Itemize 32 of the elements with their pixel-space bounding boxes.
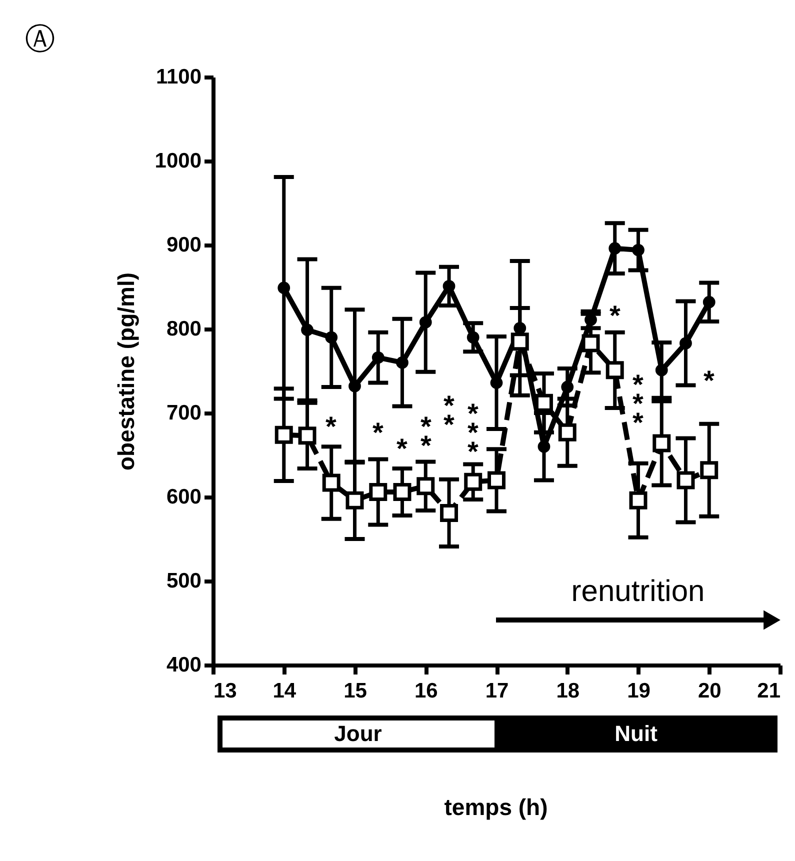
annotation: * * * (632, 369, 644, 438)
text: Ⓐ (25, 23, 55, 56)
text: Nuit (614, 721, 658, 746)
annotation: * (372, 417, 384, 448)
x-tick-label: 18 (556, 680, 580, 702)
y-axis-title: obestatine (pg/ml) (112, 272, 139, 471)
y-tick-label: 400 (166, 654, 202, 676)
annotation: * * (444, 390, 455, 440)
x-tick-label: 14 (272, 680, 296, 702)
y-tick-label: 800 (166, 318, 202, 340)
annotation: renutrition (571, 575, 705, 608)
y-tick-label: 1000 (154, 150, 202, 172)
x-tick-label: 21 (757, 680, 781, 702)
annotation: * (396, 433, 408, 464)
x-tick-label: 15 (344, 680, 368, 702)
text: temps (h) (444, 794, 548, 820)
y-tick-label: 900 (166, 234, 202, 256)
x-tick-label: 19 (627, 680, 650, 702)
x-tick-label: 16 (414, 680, 438, 702)
annotation: * (704, 365, 715, 396)
x-tick-label: 20 (698, 680, 722, 702)
x-tick-label: 17 (485, 680, 509, 702)
annotation: * (326, 411, 337, 442)
annotation: * (610, 300, 621, 331)
y-tick-label: 1100 (156, 66, 202, 88)
y-tick-label: 500 (166, 570, 202, 592)
annotation: * * * (468, 398, 479, 467)
y-tick-label: 600 (166, 486, 202, 508)
x-tick-label: 13 (214, 680, 237, 702)
y-tick-label: 700 (166, 402, 202, 424)
annotation: * * (420, 411, 432, 461)
text: Jour (334, 721, 382, 746)
